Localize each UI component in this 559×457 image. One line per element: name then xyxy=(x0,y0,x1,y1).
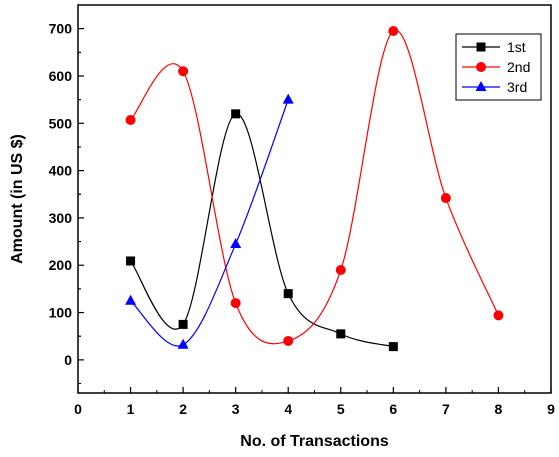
legend-marker-2nd xyxy=(476,62,486,72)
data-point-1st xyxy=(231,109,241,119)
y-tick-label: 300 xyxy=(49,210,73,226)
series-line-2nd xyxy=(130,29,499,345)
x-tick-label: 8 xyxy=(495,401,503,417)
axis-ticks: 0 1 2 3 4 5 6 7 8 9 0 100 200 300 400 500 600 700 xyxy=(49,21,555,417)
data-point-2nd xyxy=(388,26,399,37)
data-point-1st xyxy=(283,289,293,299)
data-point-2nd xyxy=(125,114,136,125)
data-point-3rd xyxy=(177,338,189,349)
x-tick-label: 4 xyxy=(284,401,292,417)
data-point-1st xyxy=(178,319,188,329)
legend: 1st 2nd 3rd xyxy=(455,33,542,101)
data-point-3rd xyxy=(125,294,137,305)
x-axis-title: No. of Transactions xyxy=(240,433,389,450)
legend-marker-3rd xyxy=(475,81,487,91)
y-tick-label: 600 xyxy=(49,68,73,84)
series-line-3rd xyxy=(130,99,289,347)
data-point-2nd xyxy=(335,264,346,275)
series-line-1st xyxy=(130,113,394,348)
legend-marker-1st xyxy=(476,42,486,52)
y-tick-label: 400 xyxy=(49,163,73,179)
data-point-2nd xyxy=(283,335,294,346)
data-point-3rd xyxy=(282,93,294,104)
y-axis-title: Amount (in US $) xyxy=(9,134,26,264)
y-tick-label: 500 xyxy=(49,115,73,131)
x-tick-label: 1 xyxy=(127,401,135,417)
x-tick-label: 5 xyxy=(337,401,345,417)
x-tick-label: 7 xyxy=(442,401,450,417)
legend-label-3rd: 3rd xyxy=(507,79,527,95)
data-point-1st xyxy=(336,329,346,339)
legend-label-1st: 1st xyxy=(507,39,526,55)
y-tick-label: 200 xyxy=(49,257,73,273)
x-tick-label: 0 xyxy=(74,401,82,417)
data-point-2nd xyxy=(440,193,451,204)
x-tick-label: 3 xyxy=(232,401,240,417)
data-point-3rd xyxy=(230,237,242,248)
data-point-2nd xyxy=(493,310,504,321)
x-tick-label: 6 xyxy=(389,401,397,417)
x-tick-label: 2 xyxy=(179,401,187,417)
data-point-1st xyxy=(388,342,398,352)
y-tick-label: 700 xyxy=(49,21,73,37)
data-point-2nd xyxy=(230,298,241,309)
series-layer xyxy=(125,26,504,352)
data-point-1st xyxy=(126,256,136,266)
y-tick-label: 100 xyxy=(49,305,73,321)
y-tick-label: 0 xyxy=(64,352,72,368)
data-point-2nd xyxy=(178,66,189,77)
legend-label-2nd: 2nd xyxy=(507,59,530,75)
x-tick-label: 9 xyxy=(547,401,555,417)
